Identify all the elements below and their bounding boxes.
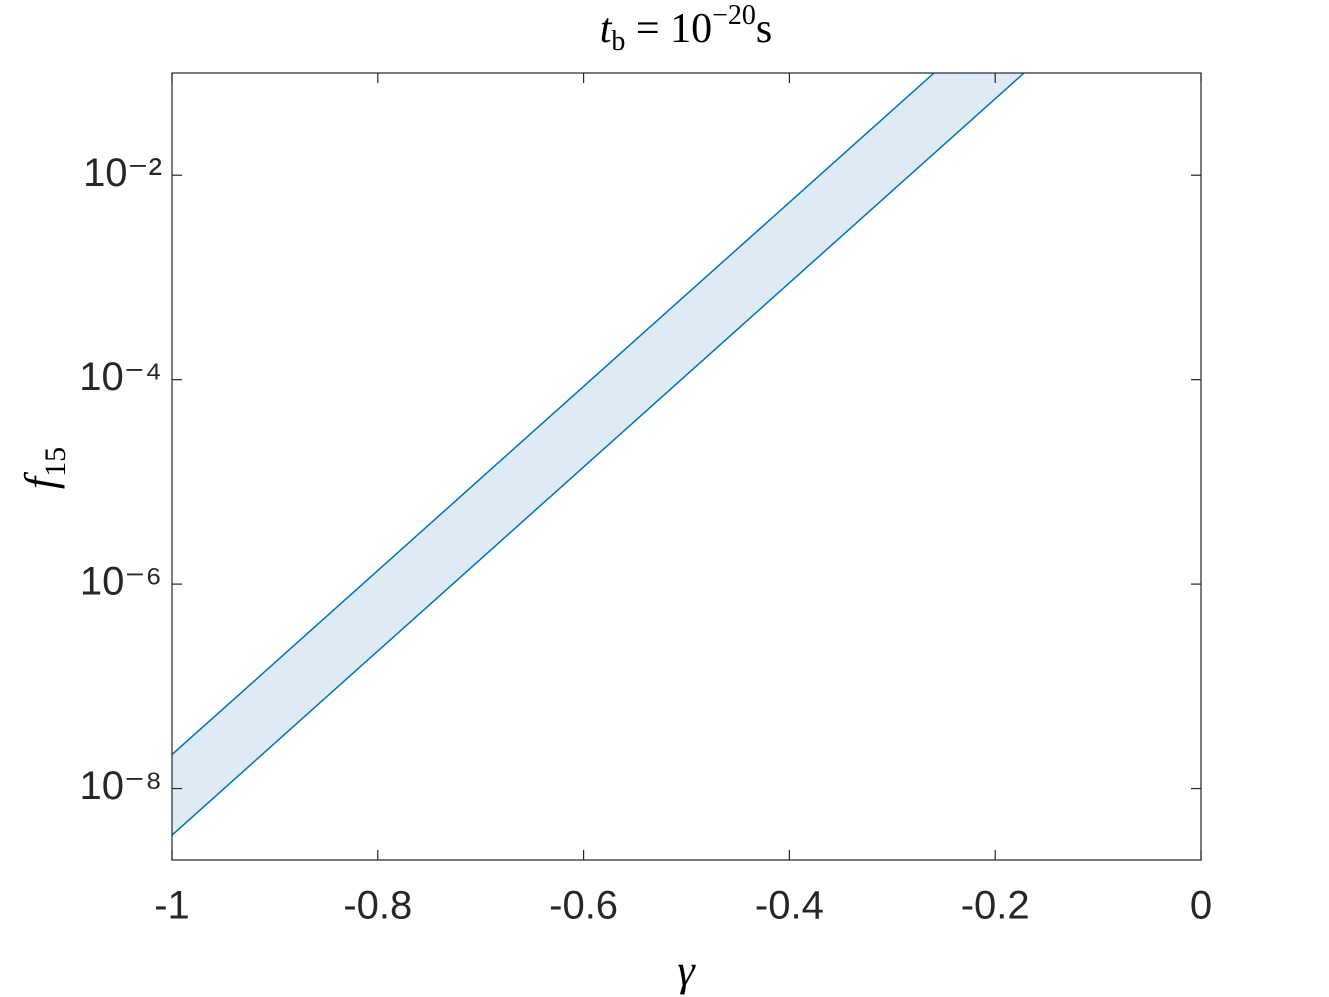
title-base: t [600,6,613,52]
x-tick-label: -0.2 [961,884,1030,928]
x-tick-label: 0 [1190,884,1212,928]
y-tick-label: 10⁻⁶ [80,560,162,604]
x-tick-label: -1 [154,884,190,928]
plot [172,73,1025,836]
chart-title: tb = 10−20s [600,0,773,57]
title-mid: = 10 [625,6,712,52]
title-unit: s [756,6,772,52]
y-axis-label: f15 [16,447,72,489]
band-edge [172,73,935,756]
x-tick-label: -0.8 [343,884,412,928]
title-sub: b [611,26,625,57]
y-tick-label: 10⁻² [83,151,162,195]
x-axis-label: γ [677,946,696,995]
plot-frame [171,72,1202,861]
title-sup: −20 [712,0,756,31]
y-tick-label: 10⁻⁸ [80,764,162,808]
y-label-sub: 15 [39,447,72,477]
x-tick-label: -0.4 [755,884,824,928]
x-tick-label: -0.6 [549,884,618,928]
y-tick-label: 10⁻⁴ [79,355,162,399]
band-edge [172,73,1025,836]
